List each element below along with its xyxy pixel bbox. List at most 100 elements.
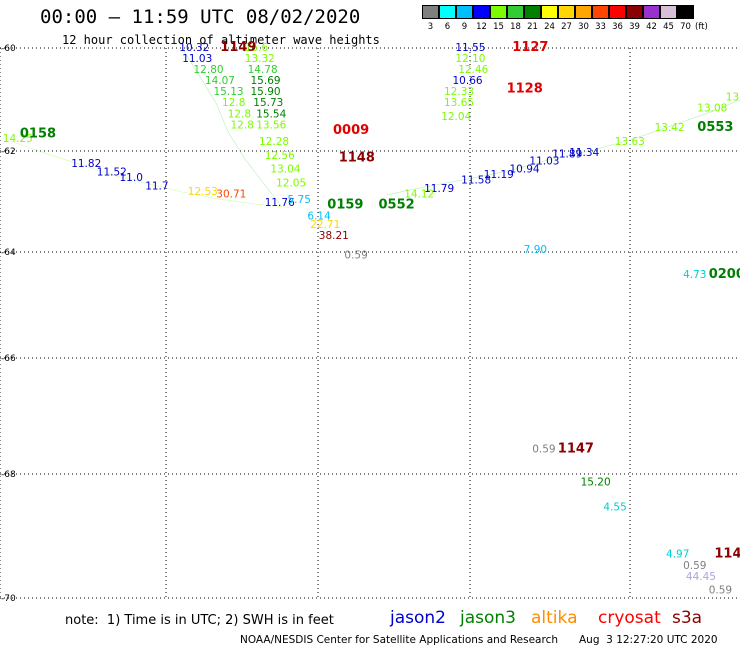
- wave-height-map: 10.3211.0312.8014.0715.1312.812.812.815.…: [0, 40, 740, 604]
- swh-value-label: 13.90: [726, 92, 740, 104]
- swh-value-label: 12.33: [444, 86, 474, 98]
- swh-value-label: 11.0: [120, 172, 143, 184]
- swh-value-label: 11.55: [455, 42, 485, 54]
- color-scale-label: 27: [561, 22, 572, 32]
- footer-credit: NOAA/NESDIS Center for Satellite Applica…: [240, 634, 558, 646]
- swh-value-label: 14.25: [3, 133, 33, 145]
- color-scale-label: 3: [427, 22, 434, 32]
- swh-value-label: 13.08: [697, 103, 727, 115]
- y-tick-label: -64: [1, 248, 16, 258]
- swh-value-label: 14.07: [205, 75, 235, 87]
- time-label: 0553: [697, 120, 733, 135]
- swh-value-label: 10.32: [179, 42, 209, 54]
- legend-jason3: jason3: [460, 608, 516, 628]
- color-swatch: [439, 5, 456, 19]
- swh-value-label: 12.8: [228, 108, 251, 120]
- swh-value-label: 5.75: [288, 194, 311, 206]
- axis-layer: 165168171-174177-60-62-64-66-68-70: [1, 44, 16, 604]
- swh-value-label: 0.59: [709, 585, 732, 597]
- color-scale-label: 42: [646, 22, 657, 32]
- time-label: 0159: [327, 198, 363, 213]
- swh-value-label: 13.42: [655, 122, 685, 134]
- swh-value-label: 22.71: [310, 219, 340, 231]
- swh-value-label: 4.97: [666, 549, 689, 561]
- swh-value-label: 6.14: [307, 211, 331, 223]
- swh-value-label: 13.56: [256, 119, 286, 131]
- swh-value-label: 15.54: [256, 108, 286, 120]
- footer-timestamp: Aug 3 12:27:20 UTC 2020: [579, 634, 718, 646]
- swh-value-label: 10.66: [453, 75, 483, 87]
- time-label: 0552: [379, 198, 415, 213]
- swh-value-label: 11.7: [145, 180, 168, 192]
- color-swatch: [456, 5, 473, 19]
- legend-jason2: jason2: [390, 608, 446, 628]
- swh-value-label: 14.78: [248, 64, 278, 76]
- swh-value-label: 12.10: [455, 53, 485, 65]
- swh-value-label: 12.28: [259, 136, 289, 148]
- swh-value-label: 4.55: [603, 502, 626, 514]
- swh-value-label: 13.32: [245, 53, 275, 65]
- color-swatch: [575, 5, 592, 19]
- swh-value-label: 44.45: [686, 571, 716, 583]
- color-scale-label: 33: [595, 22, 606, 32]
- swh-value-label: 12.46: [458, 64, 488, 76]
- swh-value-label: 0.59: [532, 443, 555, 455]
- swh-value-label: 12.04: [441, 111, 471, 123]
- satellite-track: [387, 99, 740, 196]
- swh-value-label: 11.19: [484, 169, 514, 181]
- time-label: 1149: [220, 40, 256, 55]
- swh-value-label: 11.52: [97, 166, 127, 178]
- chart-title: 00:00 — 11:59 UTC 08/02/2020: [40, 6, 361, 28]
- swh-value-label: 11.89: [552, 149, 582, 161]
- swh-value-label: 0.59: [683, 560, 706, 572]
- legend-note: note: 1) Time is in UTC; 2) SWH is in fe…: [65, 613, 334, 628]
- color-scale-label: 21: [527, 22, 538, 32]
- color-scale-label: 12: [476, 22, 487, 32]
- color-swatch: [677, 5, 694, 19]
- swh-value-label: 11.76: [265, 197, 295, 209]
- color-swatch: [643, 5, 660, 19]
- legend-s3a: s3a: [672, 608, 703, 628]
- swh-value-label: 12.05: [276, 178, 306, 190]
- color-scale-label: 39: [629, 22, 640, 32]
- color-swatch: [609, 5, 626, 19]
- swh-value-label: 4.73: [683, 269, 706, 281]
- swh-value-label: 15.73: [253, 97, 283, 109]
- satellite-track: [5, 139, 291, 208]
- swh-value-label: 13.63: [615, 136, 645, 148]
- swh-value-label: 15.6: [245, 42, 269, 54]
- swh-value-label: 14.12: [404, 189, 434, 201]
- label-layer: 10.3211.0312.8014.0715.1312.812.812.815.…: [3, 40, 740, 597]
- time-label: 1146: [714, 547, 740, 562]
- time-label: 0009: [333, 123, 369, 138]
- swh-value-label: 11.34: [569, 147, 599, 159]
- color-swatch: [592, 5, 609, 19]
- swh-value-label: 10.94: [510, 164, 540, 176]
- color-scale-label: 15: [493, 22, 504, 32]
- color-swatch: [507, 5, 524, 19]
- swh-value-label: 30.71: [216, 189, 246, 201]
- time-label: 1128: [507, 81, 543, 96]
- color-scale-label: 36: [612, 22, 623, 32]
- color-scale-label: 9: [461, 22, 468, 32]
- color-scale-label: 70: [680, 22, 691, 32]
- track-layer: [5, 47, 740, 208]
- color-scale-label: 30: [578, 22, 589, 32]
- satellite-track: [181, 47, 280, 204]
- time-label: 0200: [709, 267, 740, 282]
- y-tick-label: -70: [1, 594, 16, 604]
- swh-value-label: 11.03: [529, 155, 559, 167]
- swh-value-label: 12.8: [222, 97, 245, 109]
- swh-value-label: 12.8: [231, 119, 254, 131]
- color-swatch: [541, 5, 558, 19]
- color-scale-label: 24: [544, 22, 555, 32]
- color-swatch: [490, 5, 507, 19]
- color-swatch: [524, 5, 541, 19]
- time-label: 1147: [558, 441, 594, 456]
- grid-layer: [0, 47, 740, 600]
- color-swatch: [422, 5, 439, 19]
- color-scale-label: 45: [663, 22, 674, 32]
- y-tick-label: -68: [1, 470, 16, 480]
- swh-value-label: 15.13: [214, 86, 244, 98]
- swh-value-label: 7.90: [524, 244, 547, 256]
